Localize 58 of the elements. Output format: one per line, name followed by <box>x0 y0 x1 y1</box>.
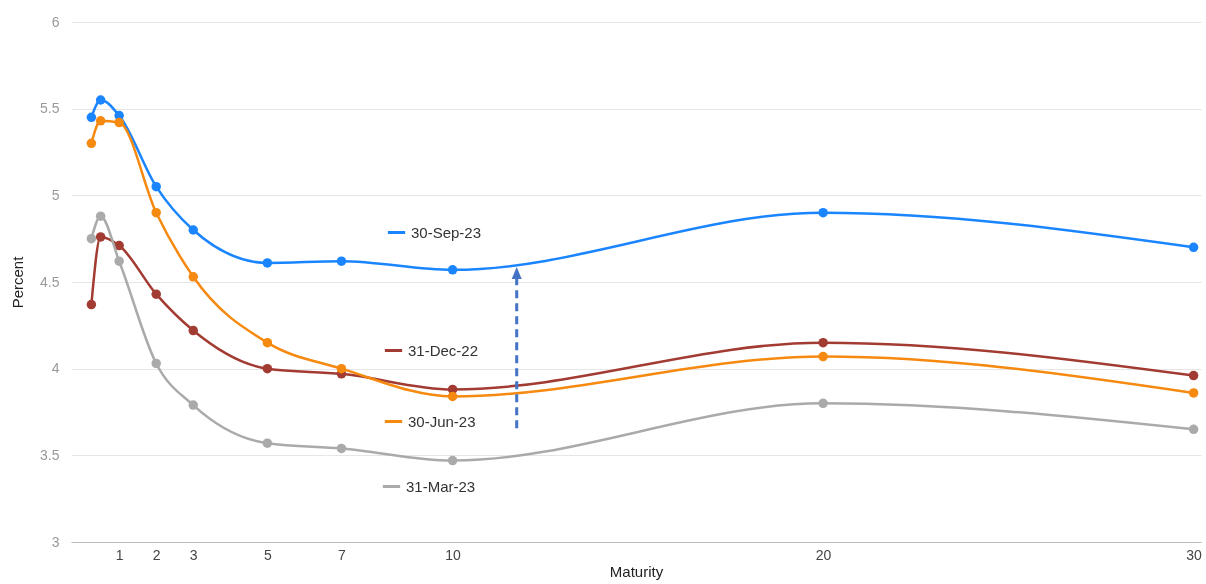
point <box>151 207 161 218</box>
point <box>1188 370 1199 381</box>
point <box>262 363 273 374</box>
legend-label: 31-Mar-23 <box>406 477 476 495</box>
point <box>86 138 97 149</box>
legend-label: 30-Jun-23 <box>408 412 476 430</box>
point <box>336 256 347 266</box>
point <box>151 289 161 299</box>
point <box>818 207 828 218</box>
y-tick-label: 3 <box>51 533 60 550</box>
point <box>818 337 828 348</box>
x-axis-title: Maturity <box>609 562 664 580</box>
y-tick-label: 5 <box>51 186 60 203</box>
point <box>188 225 199 235</box>
point <box>151 181 161 192</box>
point <box>86 233 97 244</box>
point <box>114 117 124 128</box>
point <box>447 455 458 466</box>
point <box>262 258 273 268</box>
point <box>336 443 347 454</box>
x-tick-label: 5 <box>263 546 272 563</box>
x-tick-label: 7 <box>338 546 347 563</box>
point <box>95 95 106 105</box>
x-tick-label: 30 <box>1186 546 1203 563</box>
point <box>114 240 124 251</box>
point <box>1188 242 1199 253</box>
point <box>86 112 97 123</box>
legend-label: 31-Dec-22 <box>408 341 479 359</box>
point <box>447 391 458 402</box>
point <box>95 232 106 242</box>
point <box>1188 424 1199 435</box>
x-tick-label: 10 <box>445 546 462 563</box>
y-tick-label: 4 <box>51 360 60 377</box>
point <box>447 265 458 275</box>
y-tick-label: 6 <box>51 13 60 30</box>
y-tick-label: 4.5 <box>40 273 60 290</box>
point <box>818 398 828 409</box>
x-tick-label: 3 <box>189 546 198 563</box>
point <box>188 325 199 336</box>
point <box>262 438 273 448</box>
x-tick-label: 20 <box>815 546 832 563</box>
point <box>95 116 106 126</box>
y-tick-label: 3.5 <box>40 446 60 463</box>
x-tick-label: 1 <box>115 546 124 563</box>
y-axis-title: Percent <box>9 255 27 309</box>
x-tick-label: 2 <box>152 546 161 563</box>
point <box>336 363 347 374</box>
point <box>188 272 199 282</box>
point <box>95 211 106 221</box>
point <box>818 351 828 362</box>
point <box>262 337 273 348</box>
point <box>86 299 97 310</box>
y-tick-label: 5.5 <box>40 100 60 117</box>
point <box>114 256 124 266</box>
point <box>188 400 199 410</box>
legend-label: 30-Sep-23 <box>411 223 482 241</box>
point <box>1188 388 1199 398</box>
point <box>151 358 161 369</box>
